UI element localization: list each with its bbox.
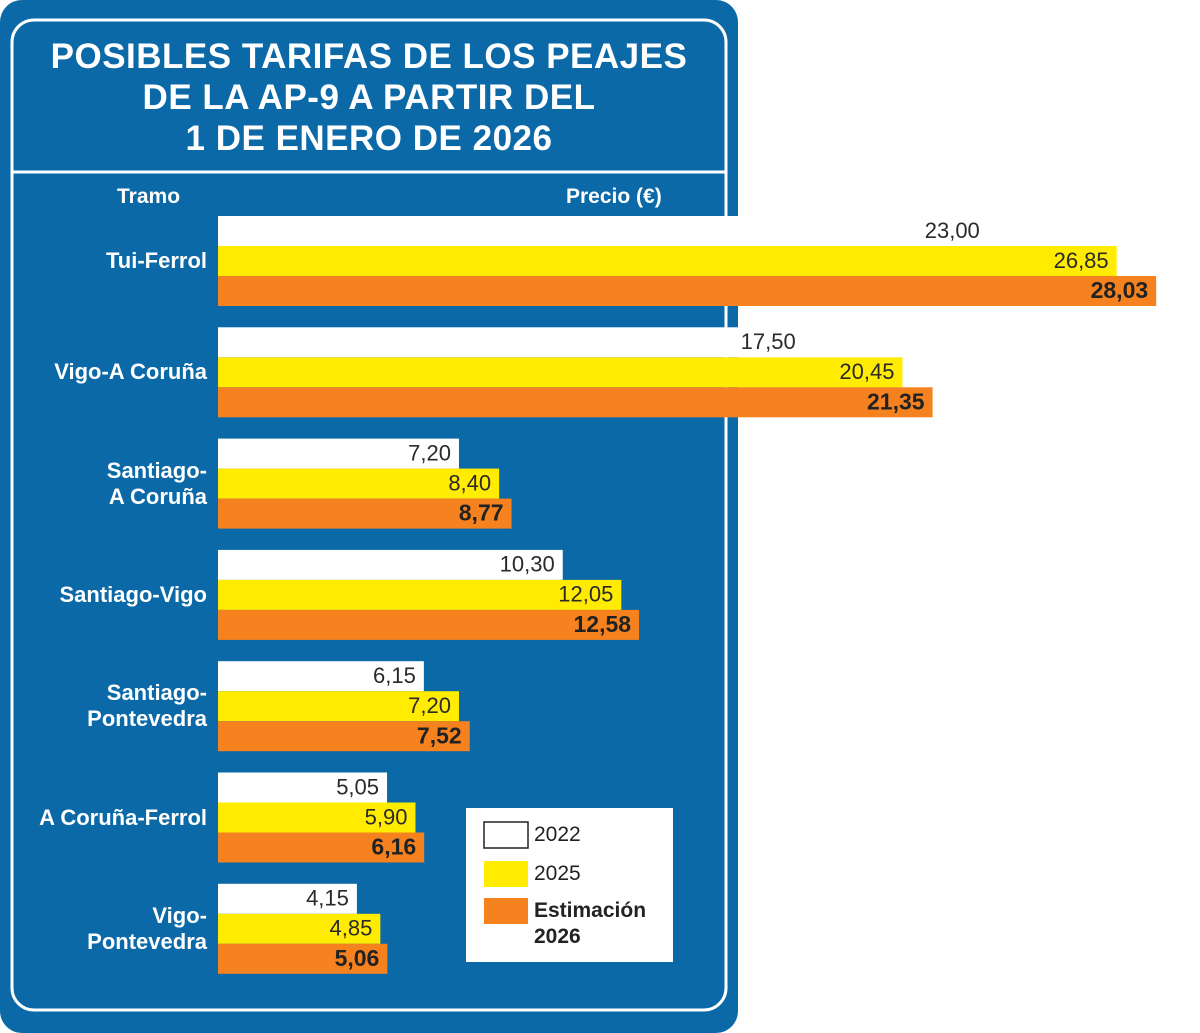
bar	[218, 357, 903, 388]
bar	[218, 498, 512, 529]
bar	[218, 216, 988, 246]
bar	[218, 691, 459, 722]
category-label: Tui-Ferrol	[105, 248, 207, 273]
bar	[218, 276, 1157, 306]
value-label: 6,15	[373, 663, 416, 688]
value-header: Precio (€)	[566, 185, 662, 208]
bar	[218, 772, 388, 803]
legend-swatch	[483, 821, 529, 849]
bar	[218, 549, 563, 580]
category-label: Santiago-Vigo	[59, 581, 208, 607]
bar	[218, 943, 388, 974]
value-label: 5,05	[336, 774, 379, 799]
value-label: 4,85	[330, 916, 373, 941]
value-label: 5,90	[365, 804, 408, 829]
bar	[218, 468, 500, 499]
category-label: Vigo-A Coruña	[54, 359, 207, 385]
panel-border	[10, 18, 728, 1012]
value-label: 21,35	[867, 388, 925, 414]
bar	[218, 721, 470, 752]
bar	[218, 913, 381, 944]
legend-swatch	[484, 898, 528, 924]
value-label: 8,40	[448, 470, 491, 495]
value-label: 17,50	[741, 329, 796, 354]
value-label: 12,58	[573, 611, 631, 637]
value-label: 23,00	[925, 218, 980, 243]
bar	[218, 327, 804, 358]
bar	[218, 387, 933, 418]
category-label: A Coruña-Ferrol	[39, 804, 207, 830]
value-label: 26,85	[1054, 248, 1109, 273]
value-label: 10,30	[500, 552, 555, 577]
bar	[218, 246, 1117, 276]
value-label: 6,16	[371, 834, 416, 860]
value-label: 7,20	[408, 440, 451, 465]
bar	[218, 661, 424, 692]
legend-label: 2022	[534, 823, 581, 846]
value-label: 5,06	[335, 945, 380, 971]
value-label: 8,77	[459, 500, 504, 526]
bar	[218, 579, 622, 610]
bar	[218, 438, 459, 469]
category-label: Vigo- Pontevedra	[87, 902, 207, 954]
value-label: 7,52	[417, 722, 462, 748]
value-label: 12,05	[558, 582, 613, 607]
bar	[218, 802, 416, 833]
category-label: Santiago- Pontevedra	[87, 680, 207, 732]
legend-label: 2025	[534, 862, 581, 885]
chart-title: POSIBLES TARIFAS DE LOS PEAJES DE LA AP-…	[50, 37, 688, 158]
legend-swatch	[484, 861, 528, 887]
value-label: 28,03	[1091, 277, 1149, 303]
value-label: 7,20	[408, 693, 451, 718]
bar	[218, 609, 640, 640]
value-label: 4,15	[306, 886, 349, 911]
bar	[218, 883, 357, 914]
legend-label: Estimación 2026	[534, 899, 647, 948]
category-label: Santiago- A Coruña	[106, 457, 207, 509]
category-header: Tramo	[117, 185, 181, 208]
value-label: 20,45	[839, 359, 894, 384]
bar	[218, 832, 425, 863]
